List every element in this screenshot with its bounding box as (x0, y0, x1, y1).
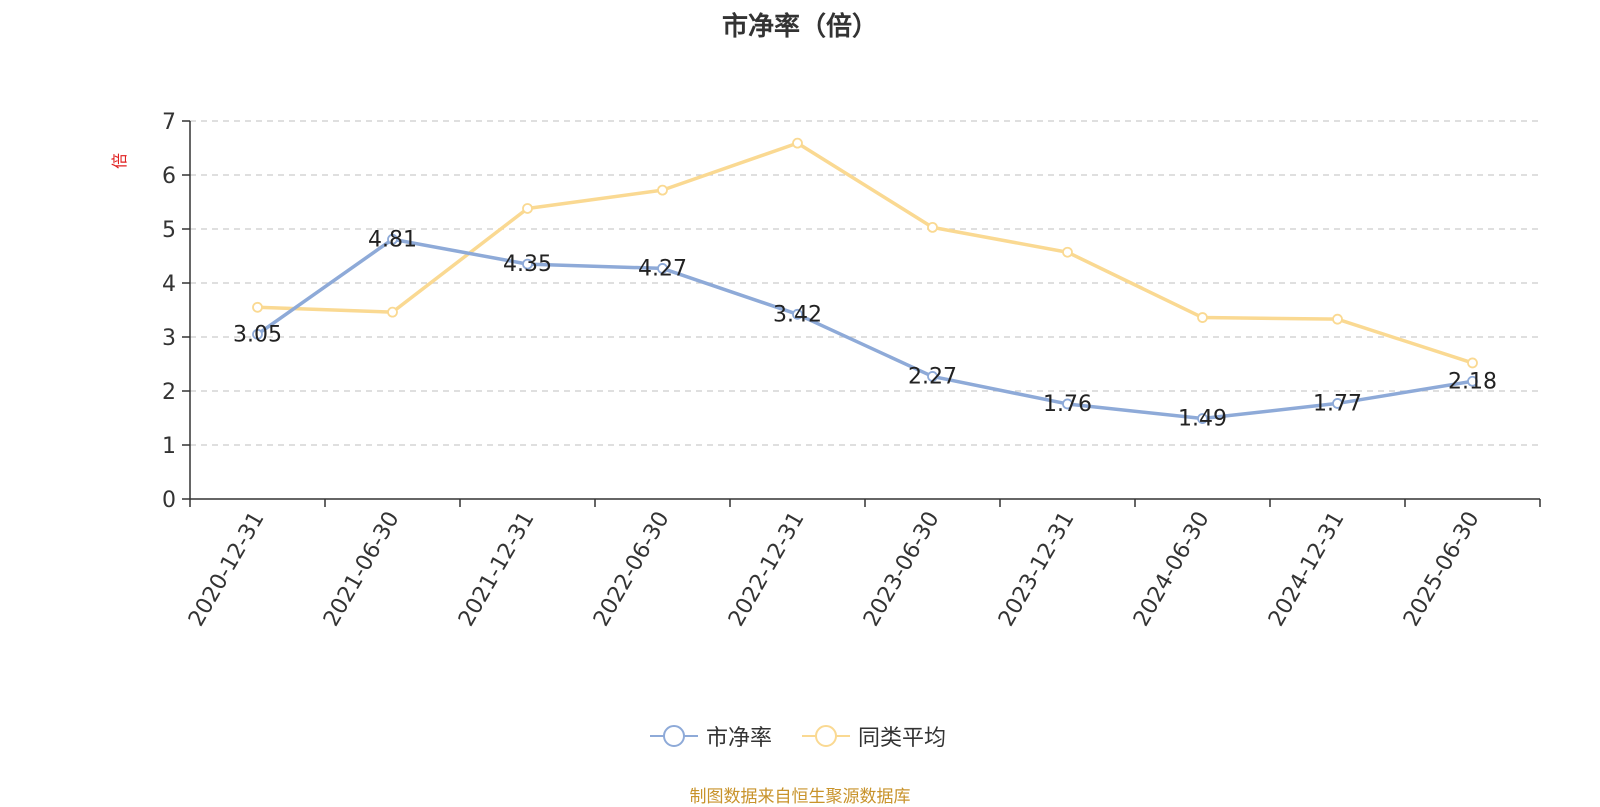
data-point (1332, 313, 1343, 325)
y-tick-label: 0 (162, 488, 176, 513)
legend-peer-label: 同类平均 (858, 726, 947, 751)
chart-title: 市净率（倍） (721, 12, 878, 42)
y-tick-label: 4 (162, 272, 176, 297)
data-point (252, 301, 263, 313)
data-point (792, 308, 803, 320)
data-point (522, 203, 533, 214)
source-note: 制图数据来自恒生聚源数据库 (689, 787, 911, 807)
data-label: 4.27 (638, 256, 687, 281)
data-label: 1.76 (1043, 392, 1092, 417)
data-point (657, 184, 668, 196)
legend-item-pb[interactable]: 市净率 (650, 722, 773, 751)
data-point (1332, 398, 1343, 409)
x-tick-label: 2025-06-30 (1399, 508, 1485, 631)
data-point (1062, 398, 1073, 410)
data-point (792, 137, 803, 149)
data-point (1467, 357, 1478, 369)
data-point (1062, 246, 1073, 258)
data-label: 2.27 (908, 364, 957, 389)
y-tick-label: 1 (162, 434, 176, 459)
legend-item-peer-average[interactable]: 同类平均 (802, 722, 947, 751)
legend-pb-swatch-icon (650, 725, 698, 747)
data-label: 2.18 (1448, 369, 1497, 394)
data-point (1197, 312, 1208, 323)
x-tick-label: 2021-12-31 (454, 508, 540, 631)
x-tick-label: 2024-06-30 (1129, 508, 1215, 631)
data-point (657, 263, 668, 274)
data-point (522, 258, 533, 270)
y-tick-label: 6 (162, 164, 176, 189)
data-point (927, 371, 938, 382)
legend-peer-swatch-icon (802, 725, 850, 747)
x-tick-label: 2021-06-30 (319, 508, 405, 631)
x-tick-label: 2023-06-30 (859, 508, 945, 631)
series-line-1 (257, 141, 1474, 365)
data-label: 4.81 (368, 227, 417, 252)
x-tick-label: 2022-06-30 (589, 508, 675, 631)
data-label: 4.35 (503, 252, 552, 277)
x-tick-label: 2022-12-31 (724, 508, 810, 631)
data-point (387, 306, 398, 318)
legend-pb-label: 市净率 (706, 726, 773, 751)
y-tick-label: 2 (162, 380, 176, 405)
series-line-0 (256, 237, 1473, 421)
data-label: 1.77 (1313, 391, 1362, 416)
data-label: 1.49 (1178, 407, 1227, 432)
data-point (1467, 375, 1478, 387)
y-axis-label: 倍 (110, 153, 129, 169)
x-tick-label: 2024-12-31 (1264, 508, 1350, 631)
data-point (387, 233, 398, 245)
y-tick-label: 7 (162, 110, 176, 135)
data-point (927, 221, 938, 233)
data-label: 3.42 (773, 302, 822, 327)
data-point (1197, 413, 1208, 424)
x-tick-label: 2023-12-31 (994, 508, 1080, 631)
y-tick-label: 5 (162, 218, 176, 243)
y-tick-label: 3 (162, 326, 176, 351)
data-point (252, 328, 263, 340)
data-label: 3.05 (233, 322, 282, 347)
x-tick-label: 2020-12-31 (184, 508, 270, 631)
